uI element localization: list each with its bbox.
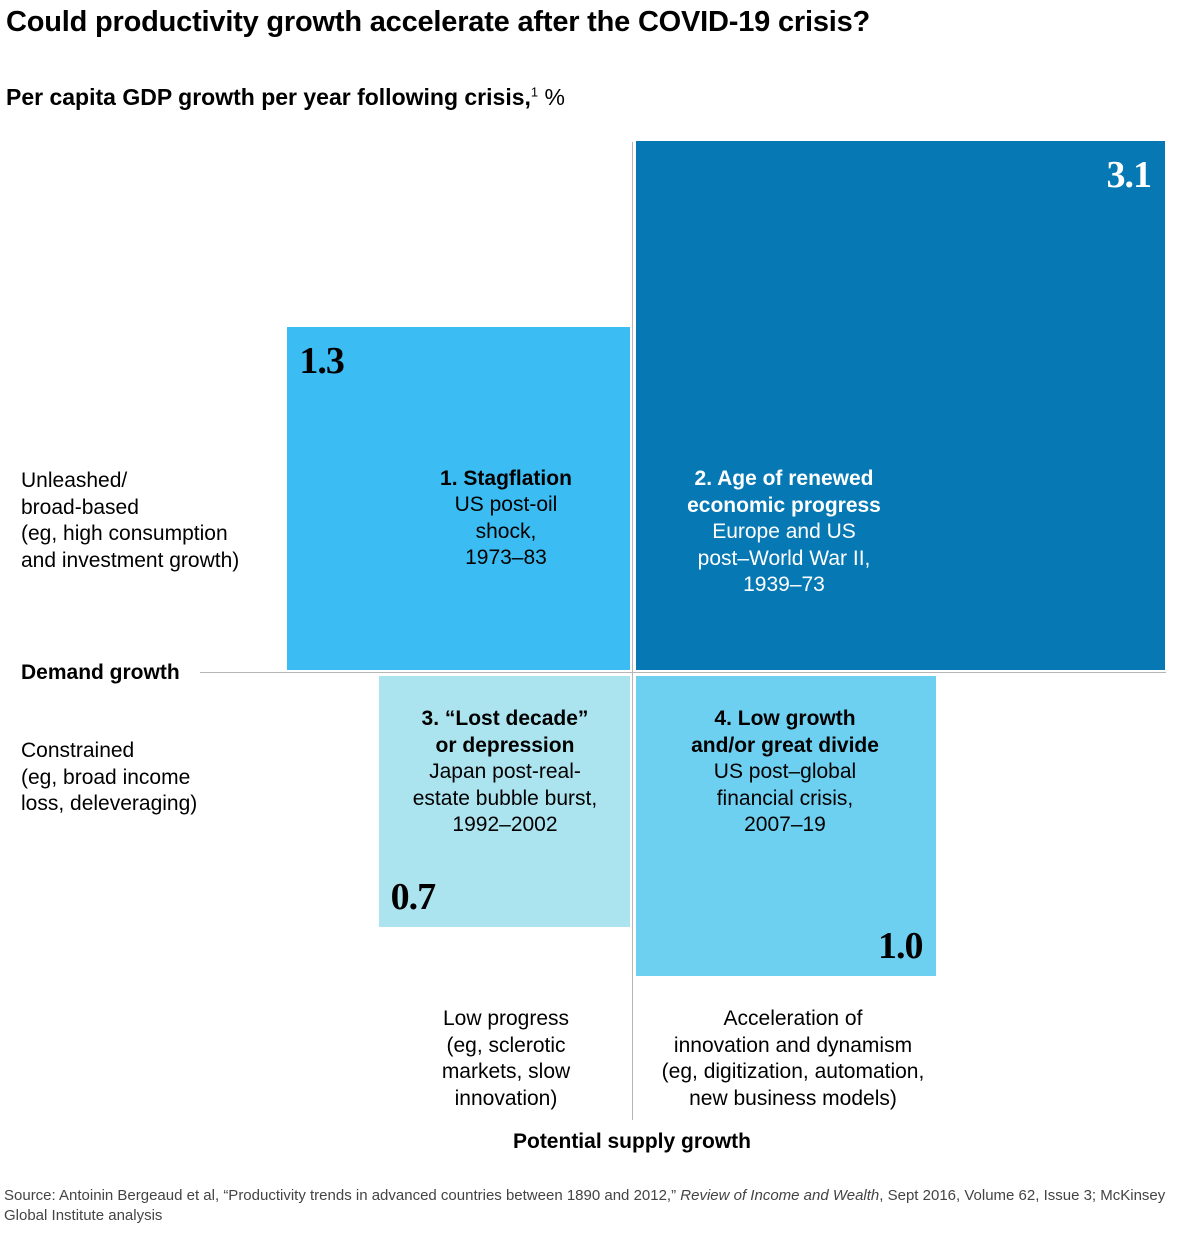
x-high-label: Acceleration of innovation and dynamism (e… [633, 1006, 953, 1112]
quadrant-box-top-left: 1.3 1. Stagflation US post-oil shock, 1973–8… [287, 327, 630, 670]
horizontal-axis-line [200, 672, 1166, 673]
quadrant-heading: 1. Stagflation [440, 466, 572, 490]
quadrant-detail: 2007–19 [744, 813, 826, 836]
source-journal: Review of Income and Wealth [680, 1187, 880, 1204]
value-label: 0.7 [390, 876, 436, 919]
quadrant-heading: or depression [435, 733, 575, 757]
value-label: 3.1 [1106, 154, 1152, 196]
quadrant-detail: financial crisis, [716, 786, 854, 810]
y-low-label: Constrained (eg, broad income loss, deleve… [21, 738, 197, 818]
quadrant-detail: 1992–2002 [452, 813, 558, 836]
y_high-line: Unleashed/ [21, 469, 128, 492]
quadrant-detail: Europe and US [712, 520, 856, 543]
quadrant-detail: US post–global [713, 760, 857, 783]
quadrant-heading: 4. Low growth [714, 707, 856, 730]
y_high-line: and investment growth) [21, 548, 240, 572]
x_low-line: (eg, sclerotic [446, 1033, 566, 1057]
quadrant-heading: 3. “Lost decade” [421, 707, 589, 730]
chart-title: Could productivity growth accelerate aft… [6, 6, 871, 38]
y_low-line: Constrained [21, 739, 135, 762]
x_low-line: Low progress [442, 1007, 570, 1030]
quadrant-description: 3. “Lost decade” or depression Japan post-… [380, 706, 630, 839]
quadrant-box-bottom-right: 1.0 4. Low growth and/or great divide US po… [635, 676, 937, 977]
quadrant-detail: Japan post-real- [429, 760, 581, 783]
x-axis-title: Potential supply growth [512, 1130, 751, 1153]
subtitle-unit: % [544, 84, 565, 110]
chart-subtitle: Per capita GDP growth per year following… [6, 84, 565, 111]
quadrant-heading: and/or great divide [691, 733, 879, 757]
quadrant-detail: shock, [475, 519, 537, 543]
y_high-line: broad-based [21, 495, 139, 519]
source-note: Source: Antoinin Bergeaud et al, “Produc… [4, 1186, 1194, 1226]
x-low-label: Low progress (eg, sclerotic markets, slow i… [406, 1006, 606, 1112]
y_low-line: loss, deleveraging) [21, 792, 198, 815]
vertical-axis-line [632, 142, 633, 1120]
x_high-line: new business models) [689, 1086, 897, 1110]
y_high-line: (eg, high consumption [21, 522, 228, 545]
quadrant-description: 1. Stagflation US post-oil shock, 1973–83 [406, 466, 606, 572]
value-label: 1.3 [299, 340, 344, 383]
x_high-line: (eg, digitization, automation, [661, 1060, 925, 1083]
quadrant-detail: estate bubble burst, [412, 786, 598, 810]
quadrant-box-bottom-left: 0.7 3. “Lost decade” or depression Japan po… [378, 676, 630, 928]
quadrant-box-top-right: 3.1 2. Age of renewed economic progress Eur… [636, 141, 1165, 670]
quadrant-description: 4. Low growth and/or great divide US post–… [635, 706, 935, 839]
x_low-line: markets, slow [441, 1060, 571, 1083]
y_low-line: (eg, broad income [21, 765, 191, 789]
quadrant-detail: 1939–73 [743, 573, 825, 596]
quadrant-heading: economic progress [687, 493, 881, 517]
x_low-line: innovation) [454, 1086, 558, 1110]
x_high-line: Acceleration of [723, 1007, 863, 1030]
quadrant-detail: 1973–83 [465, 546, 547, 570]
quadrant-detail: US post-oil [454, 493, 558, 517]
source-prefix: Source: Antoinin Bergeaud et al, “Produc… [4, 1187, 681, 1204]
subtitle-text: Per capita GDP growth per year following… [6, 84, 531, 110]
quadrant-heading: 2. Age of renewed [694, 467, 874, 490]
x_high-line: innovation and dynamism [673, 1033, 913, 1057]
footnote-marker: 1 [530, 84, 539, 100]
value-label: 1.0 [877, 925, 923, 968]
y-high-label: Unleashed/broad-based (eg, high consumpti… [21, 468, 239, 574]
y-axis-title: Demand growth [21, 661, 180, 684]
quadrant-detail: post–World War II, [697, 546, 871, 570]
quadrant-description: 2. Age of renewed economic progress Europe… [634, 466, 934, 599]
source-suffix: , Sept 2016, Volume 62, Issue 3; McKinse… [4, 1187, 1166, 1224]
